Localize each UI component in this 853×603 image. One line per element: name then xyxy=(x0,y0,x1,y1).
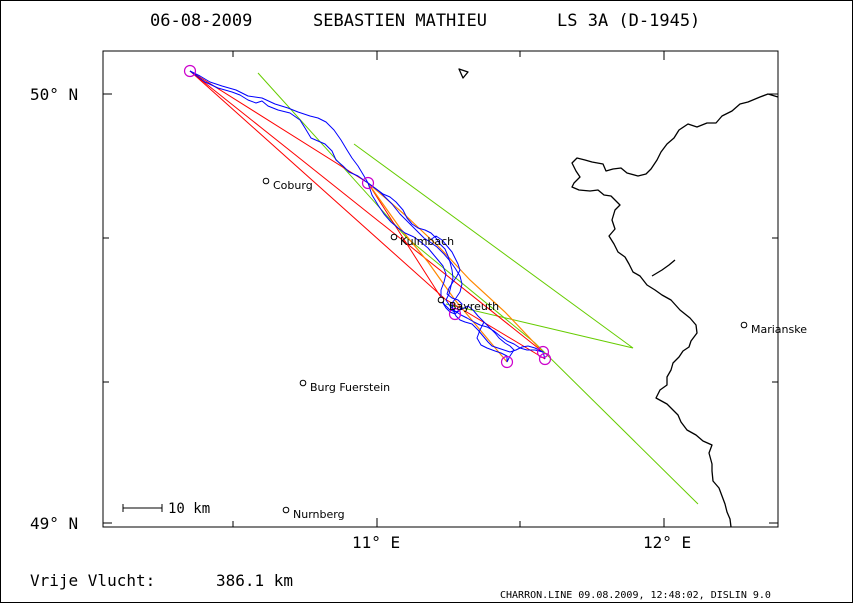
title-pilot: SEBASTIEN MATHIEU xyxy=(313,11,487,31)
place-dot-burg-fuerstein xyxy=(299,379,307,387)
turnpoints xyxy=(183,64,552,369)
place-label-bayreuth: Bayreuth xyxy=(449,300,499,313)
optimized-lines xyxy=(367,182,544,363)
turnpoint-east-1 xyxy=(538,352,552,366)
flight-track xyxy=(189,70,546,363)
lon-label-11: 11° E xyxy=(352,533,400,552)
turnpoint-bayreuth xyxy=(448,307,462,321)
place-dot-nurnberg xyxy=(282,506,290,514)
turnpoint-east-2 xyxy=(536,345,550,359)
turnpoint-coburg-east xyxy=(361,176,375,190)
green-legs xyxy=(257,72,699,505)
turnpoint-south xyxy=(500,355,514,369)
place-dot-marianske xyxy=(740,321,748,329)
scale-bar xyxy=(122,504,163,512)
place-label-kulmbach: Kulmbach xyxy=(400,235,454,248)
lon-label-12: 12° E xyxy=(643,533,691,552)
title-glider: LS 3A (D-1945) xyxy=(557,11,700,31)
task-lines xyxy=(189,70,546,360)
turnpoint-start xyxy=(183,64,197,78)
credits: CHARRON.LINE 09.08.2009, 12:48:02, DISLI… xyxy=(500,590,771,601)
place-markers xyxy=(262,177,748,514)
scale-bar-label: 10 km xyxy=(168,501,210,517)
place-label-marianske: Marianske xyxy=(751,323,807,336)
lat-label-49: 49° N xyxy=(30,514,78,533)
place-dot-kulmbach xyxy=(390,233,398,241)
place-dot-bayreuth xyxy=(437,296,445,304)
place-label-nurnberg: Nurnberg xyxy=(293,508,345,521)
lat-label-50: 50° N xyxy=(30,85,78,104)
distance-value: 386.1 km xyxy=(216,571,293,590)
place-dot-coburg xyxy=(262,177,270,185)
country-border xyxy=(458,68,779,528)
axis-ticks xyxy=(103,51,778,527)
place-label-coburg: Coburg xyxy=(273,179,313,192)
title-date: 06-08-2009 xyxy=(150,11,252,31)
distance-label: Vrije Vlucht: xyxy=(30,571,155,590)
place-label-burg-fuerstein: Burg Fuerstein xyxy=(310,381,390,394)
map-frame xyxy=(102,50,779,528)
